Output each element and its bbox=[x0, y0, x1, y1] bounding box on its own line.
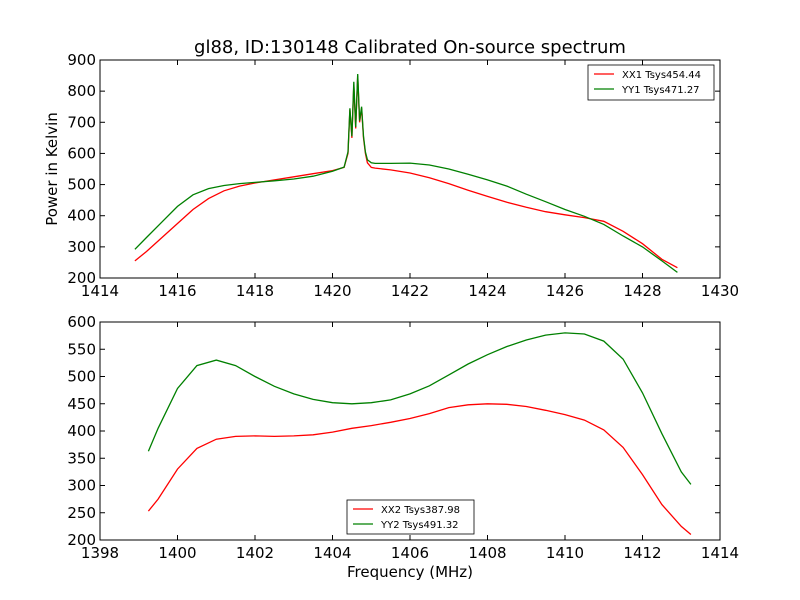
top-y-tick-label: 200 bbox=[67, 269, 96, 287]
top-x-tick-label: 1428 bbox=[623, 282, 661, 300]
bottom-legend-label-yy2: YY2 Tsys491.32 bbox=[380, 520, 459, 531]
bottom-legend-box bbox=[346, 499, 475, 535]
top-y-tick-label: 300 bbox=[67, 238, 96, 256]
bottom-x-tick-label: 1400 bbox=[158, 544, 196, 562]
bottom-ticks-layer: 1398 1400 1402 1404 1406 1408 1410 1412 1414 200 2… bbox=[67, 313, 739, 562]
bottom-y-tick-label: 500 bbox=[67, 368, 96, 386]
top-y-axis-label: Power in Kelvin bbox=[43, 112, 61, 226]
bottom-x-tick-label: 1406 bbox=[391, 544, 429, 562]
top-x-tick-label: 1420 bbox=[313, 282, 351, 300]
bottom-y-tick-label: 250 bbox=[67, 504, 96, 522]
bottom-spectrum-panel: 1398 1400 1402 1404 1406 1408 1410 1412 1414 200 2… bbox=[67, 313, 739, 581]
top-x-tick-label: 1424 bbox=[468, 282, 506, 300]
bottom-legend-label-xx2: XX2 Tsys387.98 bbox=[381, 505, 460, 516]
top-axes-frame bbox=[99, 59, 721, 279]
top-series-line-1 bbox=[134, 73, 678, 273]
bottom-x-tick-label: 1408 bbox=[468, 544, 506, 562]
bottom-x-axis-label: Frequency (MHz) bbox=[347, 563, 473, 581]
bottom-series-layer bbox=[147, 332, 692, 535]
bottom-x-tick-label: 1410 bbox=[546, 544, 584, 562]
top-y-tick-label: 600 bbox=[67, 144, 96, 162]
bottom-x-tick-label: 1414 bbox=[701, 544, 739, 562]
bottom-y-tick-label: 450 bbox=[67, 395, 96, 413]
top-legend-box bbox=[587, 64, 715, 101]
bottom-y-tick-label: 550 bbox=[67, 340, 96, 358]
top-series-layer bbox=[134, 73, 678, 273]
top-y-tick-label: 700 bbox=[67, 113, 96, 131]
top-legend-label-xx1: XX1 Tsys454.44 bbox=[622, 70, 701, 81]
bottom-y-tick-label: 350 bbox=[67, 449, 96, 467]
top-y-tick-label: 800 bbox=[67, 82, 96, 100]
top-x-tick-label: 1418 bbox=[236, 282, 274, 300]
bottom-x-tick-label: 1404 bbox=[313, 544, 351, 562]
top-x-tick-label: 1416 bbox=[158, 282, 196, 300]
bottom-y-tick-label: 600 bbox=[67, 313, 96, 331]
chart-title: gl88, ID:130148 Calibrated On-source spe… bbox=[194, 37, 626, 58]
top-y-tick-label: 400 bbox=[67, 207, 96, 225]
bottom-x-tick-label: 1412 bbox=[623, 544, 661, 562]
top-x-tick-label: 1426 bbox=[546, 282, 584, 300]
top-legend: XX1 Tsys454.44 YY1 Tsys471.27 bbox=[587, 64, 715, 101]
bottom-series-line-0 bbox=[147, 403, 692, 535]
top-y-tick-label: 500 bbox=[67, 176, 96, 194]
bottom-y-tick-label: 200 bbox=[67, 531, 96, 549]
bottom-y-tick-label: 400 bbox=[67, 422, 96, 440]
top-x-tick-label: 1422 bbox=[391, 282, 429, 300]
bottom-axes-frame bbox=[99, 321, 721, 541]
top-x-tick-label: 1414 bbox=[81, 282, 119, 300]
bottom-x-tick-label: 1398 bbox=[81, 544, 119, 562]
bottom-series-line-1 bbox=[147, 332, 692, 485]
bottom-y-tick-label: 300 bbox=[67, 477, 96, 495]
top-spectrum-panel: 1414 1416 1418 1420 1422 1424 1426 1428 1430 200 3… bbox=[43, 51, 739, 300]
bottom-x-tick-label: 1402 bbox=[236, 544, 274, 562]
top-legend-label-yy1: YY1 Tsys471.27 bbox=[621, 85, 700, 96]
bottom-legend: XX2 Tsys387.98 YY2 Tsys491.32 bbox=[346, 499, 475, 535]
top-x-tick-label: 1430 bbox=[701, 282, 739, 300]
top-y-tick-label: 900 bbox=[67, 51, 96, 69]
top-ticks-layer: 1414 1416 1418 1420 1422 1424 1426 1428 1430 200 3… bbox=[67, 51, 739, 300]
